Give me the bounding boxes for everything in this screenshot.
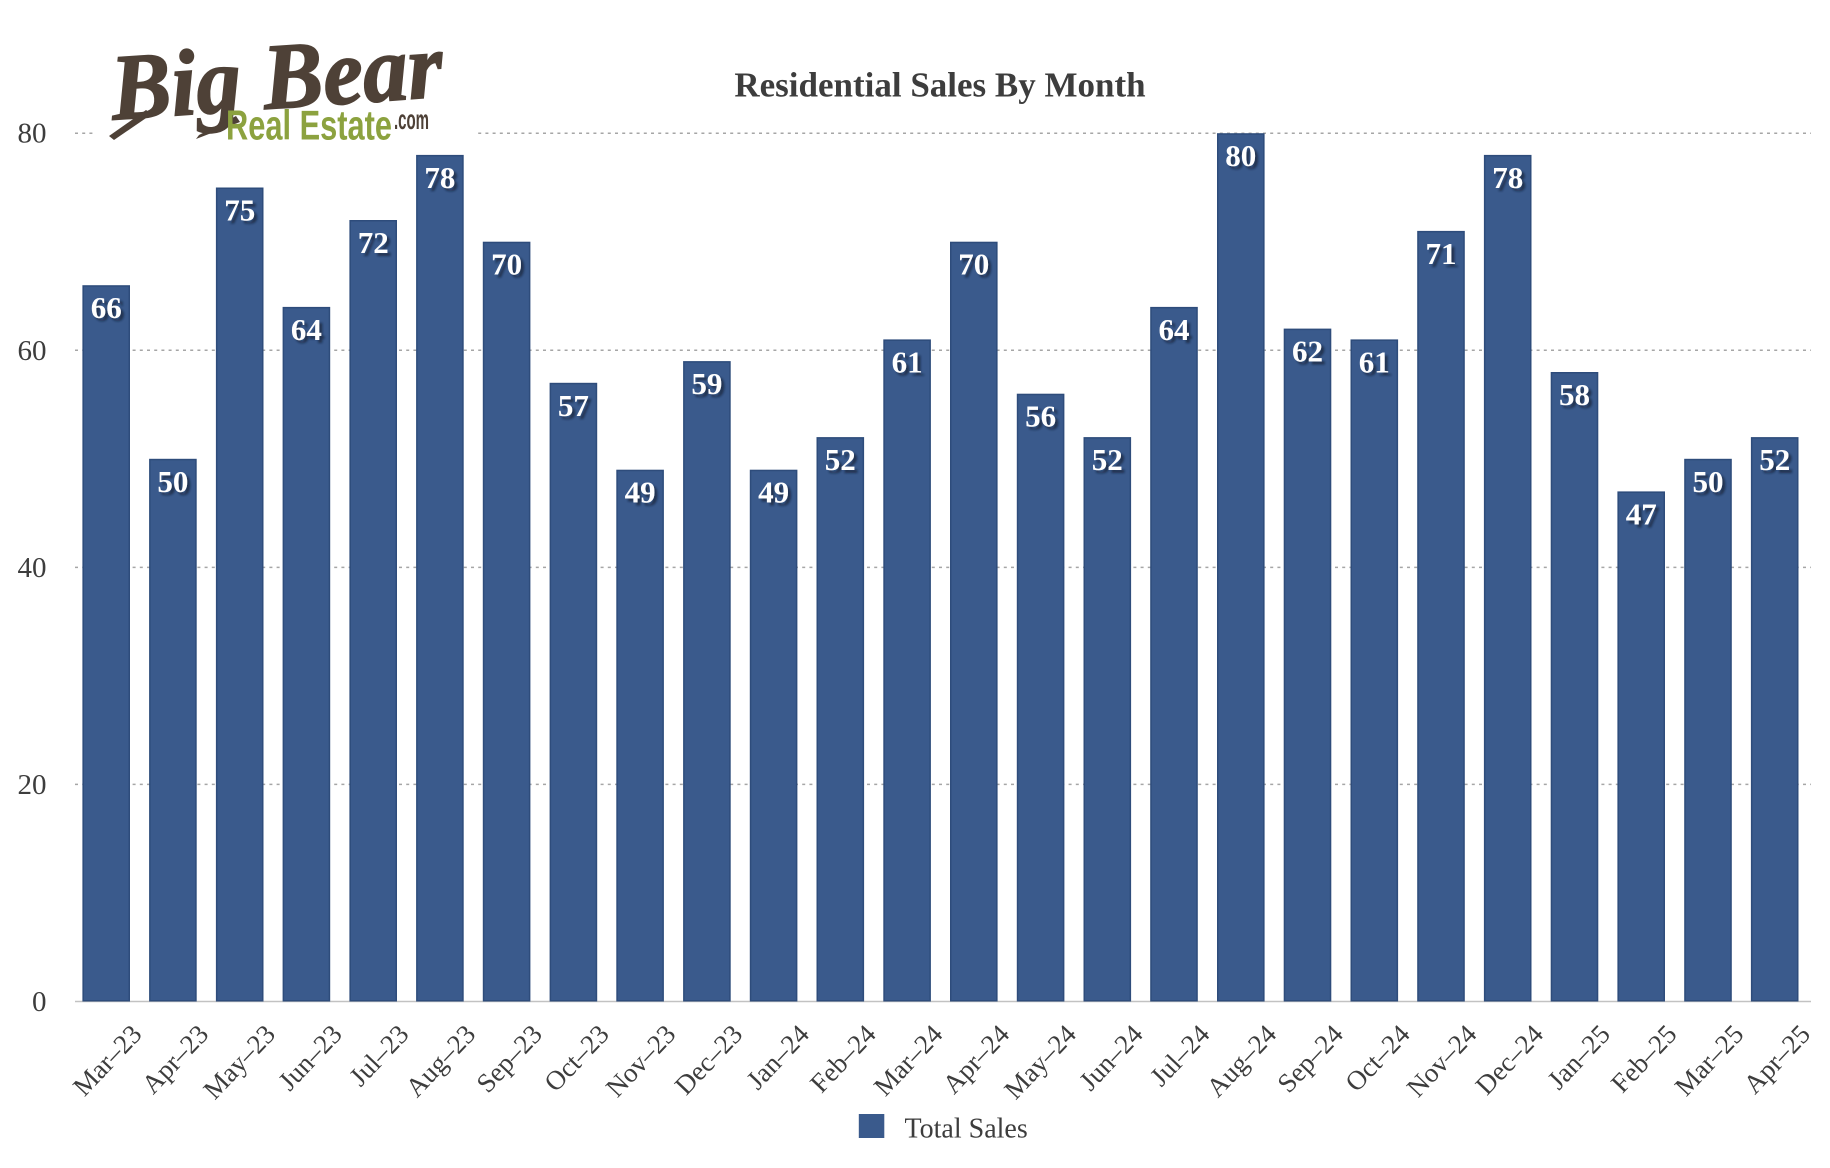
svg-text:Residential Sales By Month: Residential Sales By Month <box>734 66 1145 105</box>
svg-text:60: 60 <box>18 335 47 367</box>
svg-text:59: 59 <box>691 366 722 401</box>
svg-text:56: 56 <box>1025 399 1056 434</box>
svg-text:Big Bear: Big Bear <box>107 14 448 141</box>
svg-text:72: 72 <box>358 225 389 260</box>
svg-text:70: 70 <box>958 247 989 282</box>
svg-text:64: 64 <box>291 312 322 347</box>
svg-text:Total Sales: Total Sales <box>905 1114 1028 1145</box>
svg-text:0: 0 <box>32 986 47 1018</box>
svg-text:80: 80 <box>1225 138 1256 173</box>
svg-text:52: 52 <box>825 442 856 477</box>
svg-text:52: 52 <box>1759 442 1790 477</box>
svg-text:70: 70 <box>491 247 522 282</box>
svg-text:75: 75 <box>224 193 255 228</box>
svg-text:71: 71 <box>1426 236 1457 271</box>
svg-text:64: 64 <box>1159 312 1190 347</box>
svg-text:Real Estate: Real Estate <box>226 102 392 149</box>
svg-text:47: 47 <box>1626 496 1657 531</box>
svg-text:61: 61 <box>1359 344 1390 379</box>
svg-text:57: 57 <box>558 388 589 423</box>
svg-text:49: 49 <box>758 475 789 510</box>
svg-text:40: 40 <box>18 552 47 584</box>
svg-text:.com: .com <box>394 104 429 135</box>
svg-text:80: 80 <box>18 118 47 150</box>
svg-text:78: 78 <box>1492 160 1523 195</box>
svg-text:20: 20 <box>18 769 47 801</box>
svg-text:49: 49 <box>625 475 656 510</box>
svg-text:58: 58 <box>1559 377 1590 412</box>
svg-text:50: 50 <box>1693 464 1724 499</box>
svg-text:50: 50 <box>157 464 188 499</box>
svg-text:66: 66 <box>91 290 122 325</box>
svg-text:61: 61 <box>892 344 923 379</box>
svg-text:62: 62 <box>1292 334 1323 369</box>
svg-text:78: 78 <box>424 160 455 195</box>
svg-text:52: 52 <box>1092 442 1123 477</box>
